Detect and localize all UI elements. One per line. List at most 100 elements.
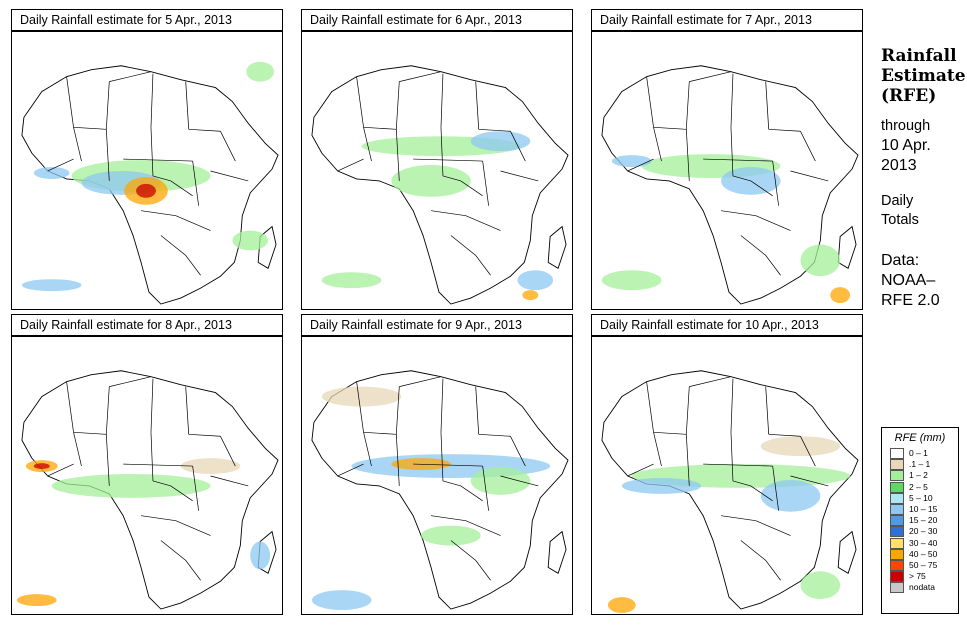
rainfall-area	[522, 290, 539, 301]
data-source-line: RFE 2.0	[881, 292, 940, 309]
africa-rainfall-map	[11, 336, 283, 615]
country-border	[73, 431, 107, 435]
country-border	[123, 158, 193, 162]
rainfall-area	[760, 436, 841, 457]
legend-item: 15 – 20	[890, 515, 958, 527]
madagascar-island	[837, 530, 857, 574]
country-border	[150, 378, 154, 433]
rainfall-area	[470, 467, 531, 495]
legend-item: 0 – 1	[890, 448, 958, 459]
legend-item: 20 – 30	[890, 526, 958, 538]
country-border	[510, 131, 526, 162]
through-date-line: 10 Apr.	[881, 137, 931, 154]
country-border	[188, 433, 221, 437]
country-border	[732, 175, 773, 197]
panel-title: Daily Rainfall estimate for 5 Apr., 2013	[11, 9, 283, 31]
legend-label: 0 – 1	[909, 448, 928, 458]
period-line: Daily	[881, 193, 914, 209]
legend-item: 5 – 10	[890, 492, 958, 504]
rainfall-area	[250, 541, 271, 570]
legend-swatch	[890, 503, 904, 515]
country-border	[210, 475, 249, 487]
country-border	[440, 73, 444, 128]
africa-rainfall-map	[11, 31, 283, 310]
country-border	[442, 480, 483, 502]
country-border	[765, 386, 770, 435]
country-border	[105, 386, 110, 435]
country-border	[220, 131, 236, 162]
map-panel-6-apr: Daily Rainfall estimate for 6 Apr., 2013	[301, 9, 573, 310]
country-border	[152, 175, 193, 197]
country-border	[123, 463, 193, 467]
country-border	[337, 158, 364, 172]
country-border	[66, 76, 74, 128]
legend-label: nodata	[909, 582, 935, 593]
rainfall-area	[246, 61, 275, 82]
country-border	[653, 126, 687, 130]
country-border	[399, 71, 442, 82]
country-border	[160, 540, 201, 581]
country-border	[450, 235, 491, 276]
legend-item: 30 – 40	[890, 537, 958, 549]
country-border	[790, 170, 829, 182]
legend-item: 40 – 50	[890, 548, 958, 560]
legend-item: .1 – 1	[890, 459, 958, 471]
map-panel-8-apr: Daily Rainfall estimate for 8 Apr., 2013	[11, 314, 283, 615]
legend-swatch	[890, 492, 904, 504]
country-border	[772, 466, 779, 511]
country-border	[152, 480, 193, 502]
legend-label: 15 – 20	[909, 515, 938, 526]
madagascar-island	[547, 530, 567, 574]
rainfall-area	[232, 230, 269, 251]
legend-title: RFE (mm)	[894, 432, 946, 444]
legend-swatch	[890, 481, 904, 493]
country-border	[653, 432, 662, 467]
country-border	[399, 376, 442, 387]
panel-title: Daily Rainfall estimate for 10 Apr., 201…	[591, 314, 863, 336]
country-border	[510, 436, 526, 467]
africa-rainfall-map	[301, 336, 573, 615]
rainfall-area	[33, 167, 70, 179]
rainfall-area	[421, 525, 481, 546]
country-border	[150, 73, 154, 128]
rainfall-area	[800, 571, 841, 600]
rainfall-area	[621, 477, 702, 494]
country-border	[430, 515, 501, 536]
africa-rainfall-map	[591, 336, 863, 615]
country-border	[765, 81, 770, 130]
rainfall-area	[33, 463, 50, 470]
country-border	[150, 127, 154, 176]
legend-swatch	[890, 559, 904, 571]
rainfall-area	[51, 474, 211, 498]
country-border	[740, 540, 781, 581]
panel-title: Daily Rainfall estimate for 8 Apr., 2013	[11, 314, 283, 336]
country-border	[150, 432, 154, 481]
rainfall-area	[611, 155, 652, 168]
legend-item: 10 – 15	[890, 503, 958, 515]
legend-swatch	[890, 526, 904, 538]
country-border	[356, 76, 364, 128]
country-border	[730, 127, 734, 176]
rainfall-area	[180, 458, 241, 475]
country-border	[47, 463, 74, 477]
rainfall-area	[517, 270, 554, 291]
country-border	[500, 475, 539, 487]
country-border	[395, 81, 400, 130]
country-border	[395, 129, 400, 181]
africa-rainfall-map	[301, 31, 573, 310]
country-border	[109, 71, 152, 82]
country-border	[430, 210, 501, 231]
country-border	[105, 434, 110, 486]
country-border	[720, 210, 791, 231]
country-border	[475, 386, 480, 435]
country-border	[482, 466, 489, 511]
country-border	[475, 81, 480, 130]
madagascar-island	[547, 225, 567, 269]
legend-label: 5 – 10	[909, 492, 933, 503]
country-border	[478, 433, 511, 437]
country-border	[450, 540, 491, 581]
country-border	[105, 129, 110, 181]
rainfall-area	[800, 244, 841, 277]
country-border	[703, 463, 773, 467]
